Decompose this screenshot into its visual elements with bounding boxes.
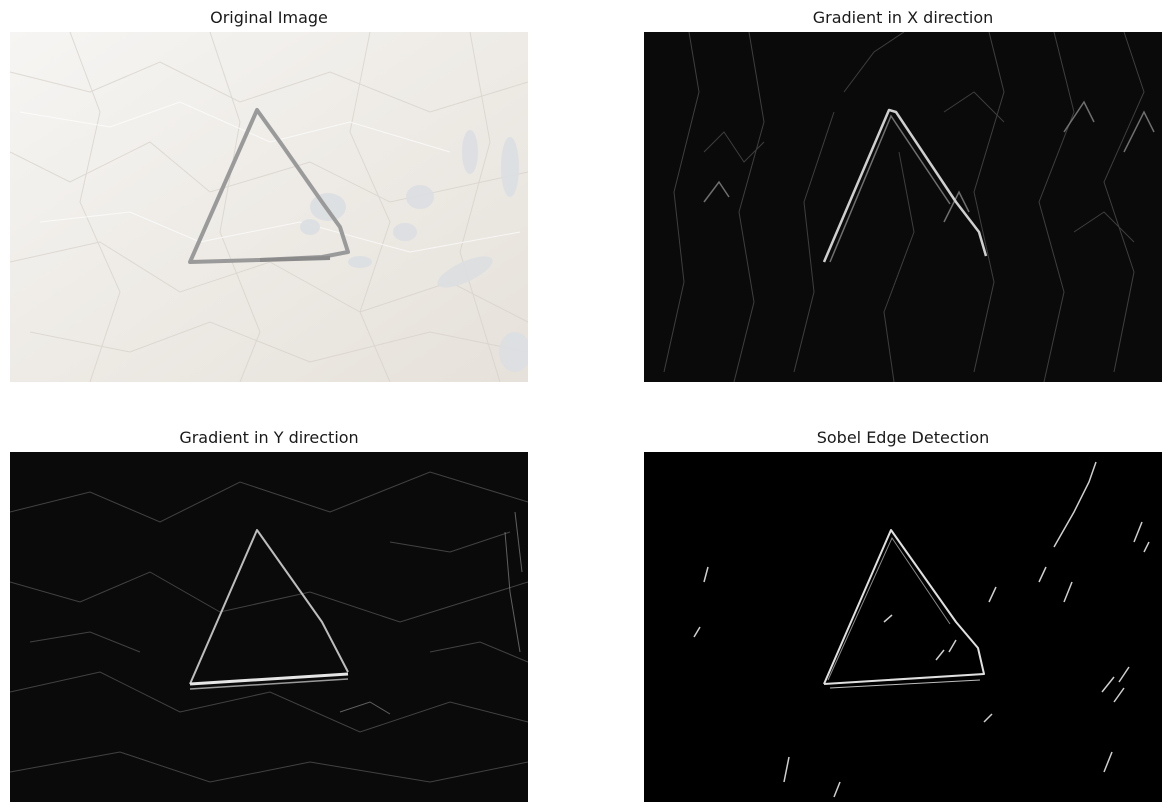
panel-title-original: Original Image [10, 8, 528, 28]
panel-title-gradient-y: Gradient in Y direction [10, 428, 528, 448]
original-image [10, 32, 528, 382]
sobel-edge-image [644, 452, 1162, 802]
gradient-x-image [644, 32, 1162, 382]
panel-title-sobel: Sobel Edge Detection [644, 428, 1162, 448]
panel-title-gradient-x: Gradient in X direction [644, 8, 1162, 28]
gradient-y-image [10, 452, 528, 802]
